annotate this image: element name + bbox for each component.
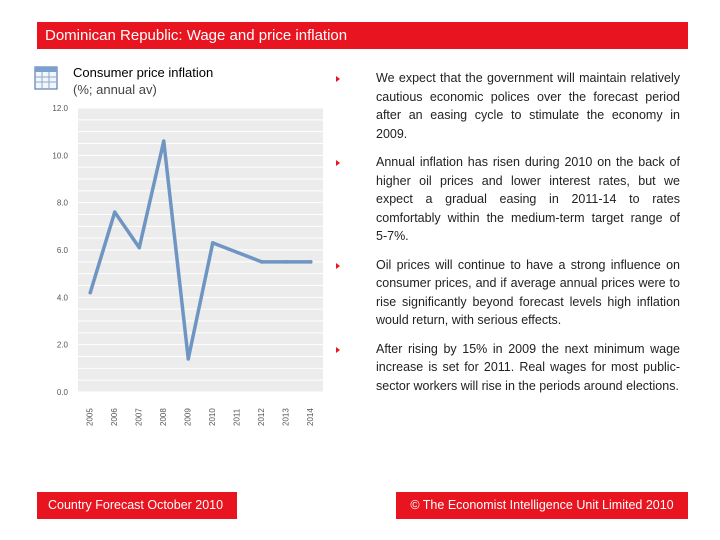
data-point [210,241,215,245]
x-tick-label: 2006 [110,408,119,426]
x-tick-label: 2013 [281,408,290,426]
data-point [161,139,166,143]
y-tick-label: 2.0 [57,341,69,350]
bullet-marker-icon [336,346,340,353]
data-point [112,210,117,214]
data-point [259,260,264,264]
y-tick-label: 6.0 [57,246,69,255]
x-tick-label: 2010 [208,408,217,426]
series-line [88,139,313,361]
x-tick-label: 2014 [306,408,315,426]
bullet-item: After rising by 15% in 2009 the next min… [336,340,680,396]
x-tick-label: 2005 [85,408,94,426]
x-tick-label: 2007 [134,408,143,426]
x-tick-label: 2012 [257,408,266,426]
bullet-marker-icon [336,160,340,166]
page-title: Dominican Republic: Wage and price infla… [37,22,688,49]
data-point [88,290,93,295]
data-point [137,245,142,250]
bullet-text: We expect that the government will maint… [376,71,680,141]
bullet-item: Annual inflation has risen during 2010 o… [336,153,680,246]
x-tick-label: 2008 [159,408,168,426]
x-tick-label: 2011 [232,408,241,426]
chart-subtitle: (%; annual av) [73,82,157,97]
footer-copyright: © The Economist Intelligence Unit Limite… [396,492,688,519]
chart-title-block: Consumer price inflation (%; annual av) [73,64,213,98]
bullet-text: Annual inflation has risen during 2010 o… [376,155,680,243]
data-point [308,260,313,264]
x-tick-label: 2009 [183,408,192,426]
y-tick-label: 10.0 [52,151,68,160]
data-point [284,260,289,264]
table-chart-icon [34,66,58,90]
bullet-list: We expect that the government will maint… [336,69,680,405]
y-tick-label: 12.0 [52,104,68,113]
y-tick-label: 0.0 [57,388,69,397]
data-point [186,357,191,361]
bullet-item: Oil prices will continue to have a stron… [336,256,680,330]
bullet-text: After rising by 15% in 2009 the next min… [376,341,680,393]
data-point [235,250,240,255]
y-tick-label: 4.0 [57,293,69,302]
bullet-marker-icon [336,262,340,269]
footer-source: Country Forecast October 2010 [37,492,237,519]
y-tick-label: 8.0 [57,199,69,208]
bullet-item: We expect that the government will maint… [336,69,680,143]
inflation-line-chart: 0.0 2.0 4.0 6.0 8.0 10.0 12.0 2005 2006 2007 2008 2… [52,104,323,426]
bullet-text: Oil prices will continue to have a stron… [376,257,680,328]
chart-title: Consumer price inflation [73,65,214,80]
bullet-marker-icon [336,76,340,82]
